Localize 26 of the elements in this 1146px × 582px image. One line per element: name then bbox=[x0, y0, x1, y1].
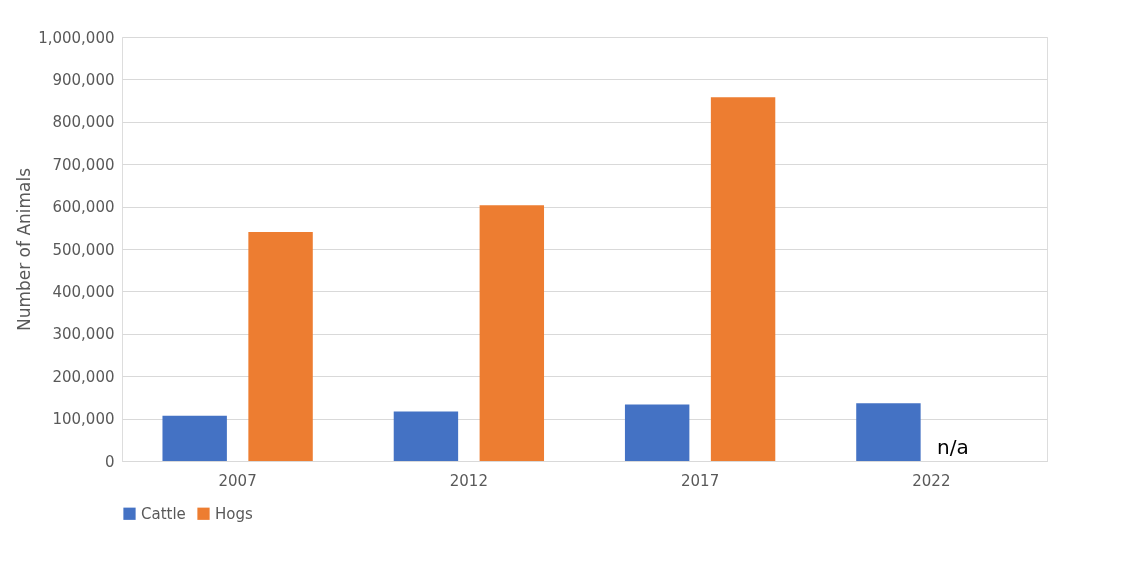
y-tick-label: 700,000 bbox=[52, 155, 115, 174]
y-tick-label: 0 bbox=[104, 452, 115, 471]
y-tick-label: 400,000 bbox=[52, 282, 115, 301]
x-tick-label: 2022 bbox=[912, 471, 951, 490]
y-tick-label: 800,000 bbox=[52, 113, 115, 132]
y-tick-label: 100,000 bbox=[52, 410, 115, 429]
x-tick-label: 2012 bbox=[449, 471, 488, 490]
x-tick-label: 2017 bbox=[681, 471, 720, 490]
legend-label: Cattle bbox=[141, 504, 186, 523]
y-tick-label: 300,000 bbox=[52, 325, 115, 344]
bar bbox=[479, 205, 545, 461]
legend-label: Hogs bbox=[215, 504, 253, 523]
bar bbox=[856, 403, 921, 461]
bar bbox=[393, 411, 459, 461]
bar bbox=[710, 97, 776, 461]
y-tick-label: 1,000,000 bbox=[38, 28, 115, 47]
bar bbox=[624, 404, 690, 461]
x-tick-label: 2007 bbox=[218, 471, 257, 490]
bar bbox=[162, 415, 227, 461]
bar bbox=[248, 232, 313, 461]
annotation: n/a bbox=[937, 435, 969, 459]
y-axis-title: Number of Animals bbox=[14, 167, 35, 332]
y-tick-label: 200,000 bbox=[52, 367, 115, 386]
y-tick-label: 600,000 bbox=[52, 198, 115, 217]
y-tick-label: 500,000 bbox=[52, 240, 115, 259]
y-tick-label: 900,000 bbox=[52, 70, 115, 89]
